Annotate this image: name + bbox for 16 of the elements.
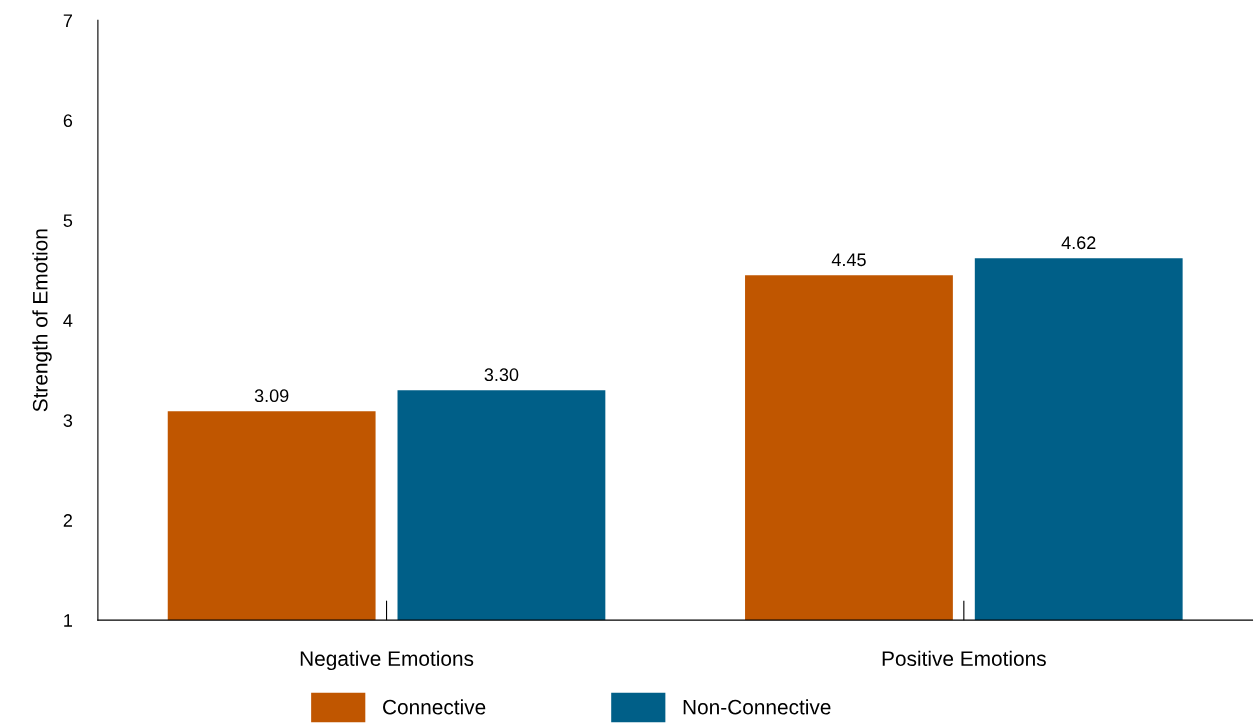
y-tick-label: 7 [63,14,72,27]
y-tick-label: 2 [63,514,72,527]
x-tick-label: Positive Emotions [882,650,1046,666]
text: 4.45 [831,253,866,267]
legend-label: Connective [383,699,486,715]
y-tick-label: 1 [64,614,73,627]
y-tick-label: 3 [63,414,73,427]
text: 3.09 [254,389,289,403]
y-axis-title: Strength of Emotion [32,229,52,412]
text: 4.62 [1061,236,1096,250]
y-tick-label: 4 [63,314,73,327]
legend-label: Non-Connective [683,699,831,715]
y-tick-label: 6 [63,114,73,128]
text: 3.30 [484,368,519,382]
x-tick-label: Negative Emotions [300,650,474,671]
y-tick-label: 5 [63,214,73,227]
